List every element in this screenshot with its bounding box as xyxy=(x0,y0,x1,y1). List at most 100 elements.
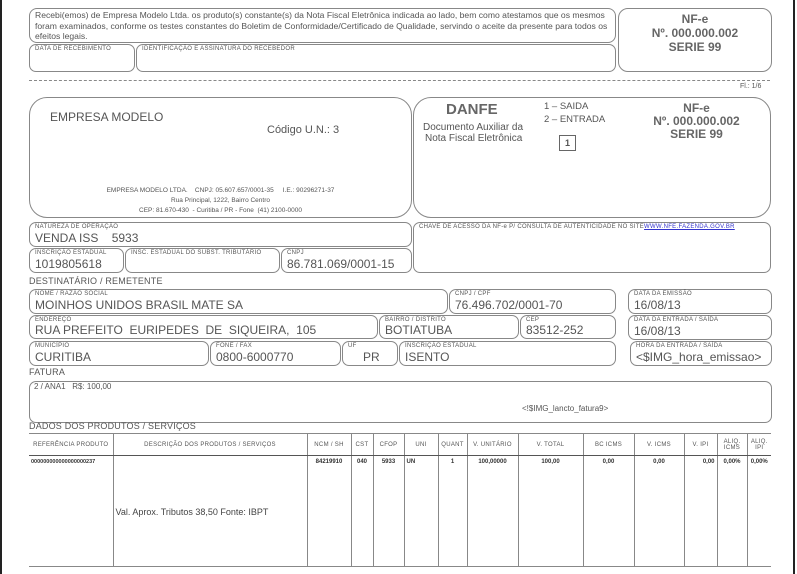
recipient-name-field: NOME / RAZÃO SOCIAL MOINHOS UNIDOS BRASIL… xyxy=(29,289,448,314)
danfe-nfe-number: Nº. 000.000.002 xyxy=(653,114,740,128)
invoice-placeholder: <!$IMG_lancto_fatura9> xyxy=(522,404,609,413)
cell-vipi: 0,00 xyxy=(683,455,717,567)
danfe-nfe-block: NF-e Nº. 000.000.002 SERIE 99 xyxy=(634,102,759,141)
phone-label: FONE / FAX xyxy=(216,343,253,349)
cnpj-value: 86.781.069/0001-15 xyxy=(287,257,395,271)
receipt-text: Recebi(emos) de Empresa Modelo Ltda. os … xyxy=(35,10,608,41)
access-key-box: CHAVE DE ACESSO DA NF-e P/ CONSULTA DE A… xyxy=(413,222,771,273)
uf-field: UF PR xyxy=(342,341,398,366)
col-desc: DESCRIÇÃO DOS PRODUTOS / SERVIÇOS xyxy=(112,433,307,456)
col-vipi: V. IPI xyxy=(683,433,717,456)
receipt-signature-field[interactable]: IDENTIFICAÇÃO E ASSINATURA DO RECEBEDOR xyxy=(136,44,616,72)
col-uni: UNI xyxy=(403,433,438,456)
recipient-cnpj-label: CNPJ / CPF xyxy=(455,291,491,297)
recipient-cnpj-field: CNPJ / CPF 76.496.702/0001-70 xyxy=(449,289,616,314)
emission-date-value: 16/08/13 xyxy=(634,298,681,312)
products-table: REFERÊNCIA PRODUTO DESCRIÇÃO DOS PRODUTO… xyxy=(29,433,771,567)
table-row: 000000000000000000237 Val. Aprox. Tribut… xyxy=(29,455,771,567)
recipient-name-value: MOINHOS UNIDOS BRASIL MATE SA xyxy=(35,298,244,312)
emitter-address: Rua Principal, 1222, Bairro Centro xyxy=(171,197,270,204)
col-quant: QUANT xyxy=(437,433,467,456)
cell-vicms: 0,00 xyxy=(633,455,684,567)
receipt-date-field[interactable]: DATA DE RECEBIMENTO xyxy=(29,44,135,72)
cell-cfop: 5933 xyxy=(372,455,404,567)
col-ncm: NCM / SH xyxy=(306,433,351,456)
address-value: RUA PREFEITO EURIPEDES DE SIQUEIRA, 105 xyxy=(35,323,317,337)
entry-time-field: HORA DA ENTRADA / SAÍDA <$IMG_hora_emissa… xyxy=(630,341,772,366)
table-header-row: REFERÊNCIA PRODUTO DESCRIÇÃO DOS PRODUTO… xyxy=(29,433,771,456)
col-bcicms: BC ICMS xyxy=(582,433,634,456)
cep-value: 83512-252 xyxy=(526,323,584,337)
cep-label: CEP xyxy=(526,317,540,323)
cell-ncm: 84219910 xyxy=(306,455,351,567)
cell-uni: UN xyxy=(403,455,438,567)
col-ref: REFERÊNCIA PRODUTO xyxy=(29,433,113,456)
cut-line xyxy=(29,80,770,81)
danfe-nfe-title: NF-e xyxy=(683,101,710,115)
danfe-title: DANFE xyxy=(446,101,498,118)
col-cst: CST xyxy=(350,433,373,456)
entry-time-value: <$IMG_hora_emissao> xyxy=(636,350,762,364)
nature-label: NATUREZA DE OPERAÇÃO xyxy=(35,224,119,230)
danfe-subtitle-2: Nota Fiscal Eletrônica xyxy=(425,133,523,144)
phone-field: FONE / FAX 0800-6000770 xyxy=(210,341,341,366)
danfe-subtitle-1: Documento Auxiliar da xyxy=(423,122,524,133)
emitter-name: EMPRESA MODELO xyxy=(50,110,164,124)
access-key-label: CHAVE DE ACESSO DA NF-e P/ CONSULTA DE A… xyxy=(419,224,735,230)
invoice-box: 2 / ANA1 R$: 100,00 <!$IMG_lancto_fatura… xyxy=(29,381,772,423)
cell-cst: 040 xyxy=(350,455,373,567)
invoice-line: 2 / ANA1 R$: 100,00 xyxy=(34,382,112,391)
entry-date-label: DATA DA ENTRADA / SAÍDA xyxy=(634,317,719,323)
products-section-title: DADOS DOS PRODUTOS / SERVIÇOS xyxy=(29,421,197,431)
phone-value: 0800-6000770 xyxy=(216,350,294,364)
entry-date-value: 16/08/13 xyxy=(634,324,681,338)
city-label: MUNICÍPIO xyxy=(35,343,70,349)
ie-st-label: INSC. ESTADUAL DO SUBST. TRIBUTÁRIO xyxy=(131,250,262,256)
col-aliqicms: ALIQ. ICMS xyxy=(716,433,747,456)
recipient-ie-field: INSCRIÇÃO ESTADUAL ISENTO xyxy=(399,341,616,366)
col-vunit: V. UNITÁRIO xyxy=(466,433,518,456)
nature-field: NATUREZA DE OPERAÇÃO VENDA ISS 5933 xyxy=(29,222,412,247)
ie-st-field: INSC. ESTADUAL DO SUBST. TRIBUTÁRIO xyxy=(125,248,280,273)
emission-date-label: DATA DA EMISSÃO xyxy=(634,291,692,297)
cep-field: CEP 83512-252 xyxy=(520,315,616,339)
recipient-cnpj-value: 76.496.702/0001-70 xyxy=(455,298,563,312)
col-cfop: CFOP xyxy=(372,433,404,456)
cell-aliqipi: 0,00% xyxy=(746,455,771,567)
receipt-date-label: DATA DE RECEBIMENTO xyxy=(35,46,112,52)
cell-bcicms: 0,00 xyxy=(582,455,634,567)
ie-label: INSCRIÇÃO ESTADUAL xyxy=(35,250,107,256)
emitter-box: EMPRESA MODELO Código U.N.: 3 EMPRESA MO… xyxy=(29,97,412,218)
district-field: BAIRRO / DISTRITO BOTIATUBA xyxy=(379,315,519,339)
city-value: CURITIBA xyxy=(35,350,92,364)
address-label: ENDEREÇO xyxy=(35,317,72,323)
nature-value: VENDA ISS 5933 xyxy=(35,231,139,245)
invoice-section-title: FATURA xyxy=(29,367,66,377)
district-value: BOTIATUBA xyxy=(385,323,453,337)
danfe-saida: 1 – SAIDA xyxy=(544,101,589,112)
access-key-label-text: CHAVE DE ACESSO DA NF-e P/ CONSULTA DE A… xyxy=(419,224,645,230)
cell-aliqicms: 0,00% xyxy=(716,455,747,567)
receipt-nfe-box: NF-e Nº. 000.000.002 SERIE 99 xyxy=(618,8,772,72)
cnpj-label: CNPJ xyxy=(287,250,304,256)
entry-time-label: HORA DA ENTRADA / SAÍDA xyxy=(636,343,723,349)
receipt-nfe-serie: SERIE 99 xyxy=(668,40,722,54)
receipt-text-box: Recebi(emos) de Empresa Modelo Ltda. os … xyxy=(29,8,616,43)
danfe-type-box: 1 xyxy=(559,135,576,151)
danfe-entrada: 2 – ENTRADA xyxy=(544,114,606,125)
emitter-code: Código U.N.: 3 xyxy=(267,124,340,136)
cell-quant: 1 xyxy=(437,455,467,567)
sefaz-link[interactable]: WWW.NFE.FAZENDA.GOV.BR xyxy=(644,224,735,230)
receipt-nfe-number: Nº. 000.000.002 xyxy=(651,26,739,40)
recipient-section-title: DESTINATÁRIO / REMETENTE xyxy=(29,276,163,286)
emitter-line1: EMPRESA MODELO LTDA. CNPJ: 05.607.657/00… xyxy=(106,187,335,194)
cell-vtotal: 100,00 xyxy=(517,455,583,567)
receipt-signature-label: IDENTIFICAÇÃO E ASSINATURA DO RECEBEDOR xyxy=(142,46,295,52)
ie-value: 1019805618 xyxy=(35,257,102,271)
danfe-nfe-serie: SERIE 99 xyxy=(670,127,723,141)
city-field: MUNICÍPIO CURITIBA xyxy=(29,341,209,366)
col-vicms: V. ICMS xyxy=(633,433,684,456)
district-label: BAIRRO / DISTRITO xyxy=(385,317,446,323)
page-number: Fl.: 1/6 xyxy=(740,83,762,90)
